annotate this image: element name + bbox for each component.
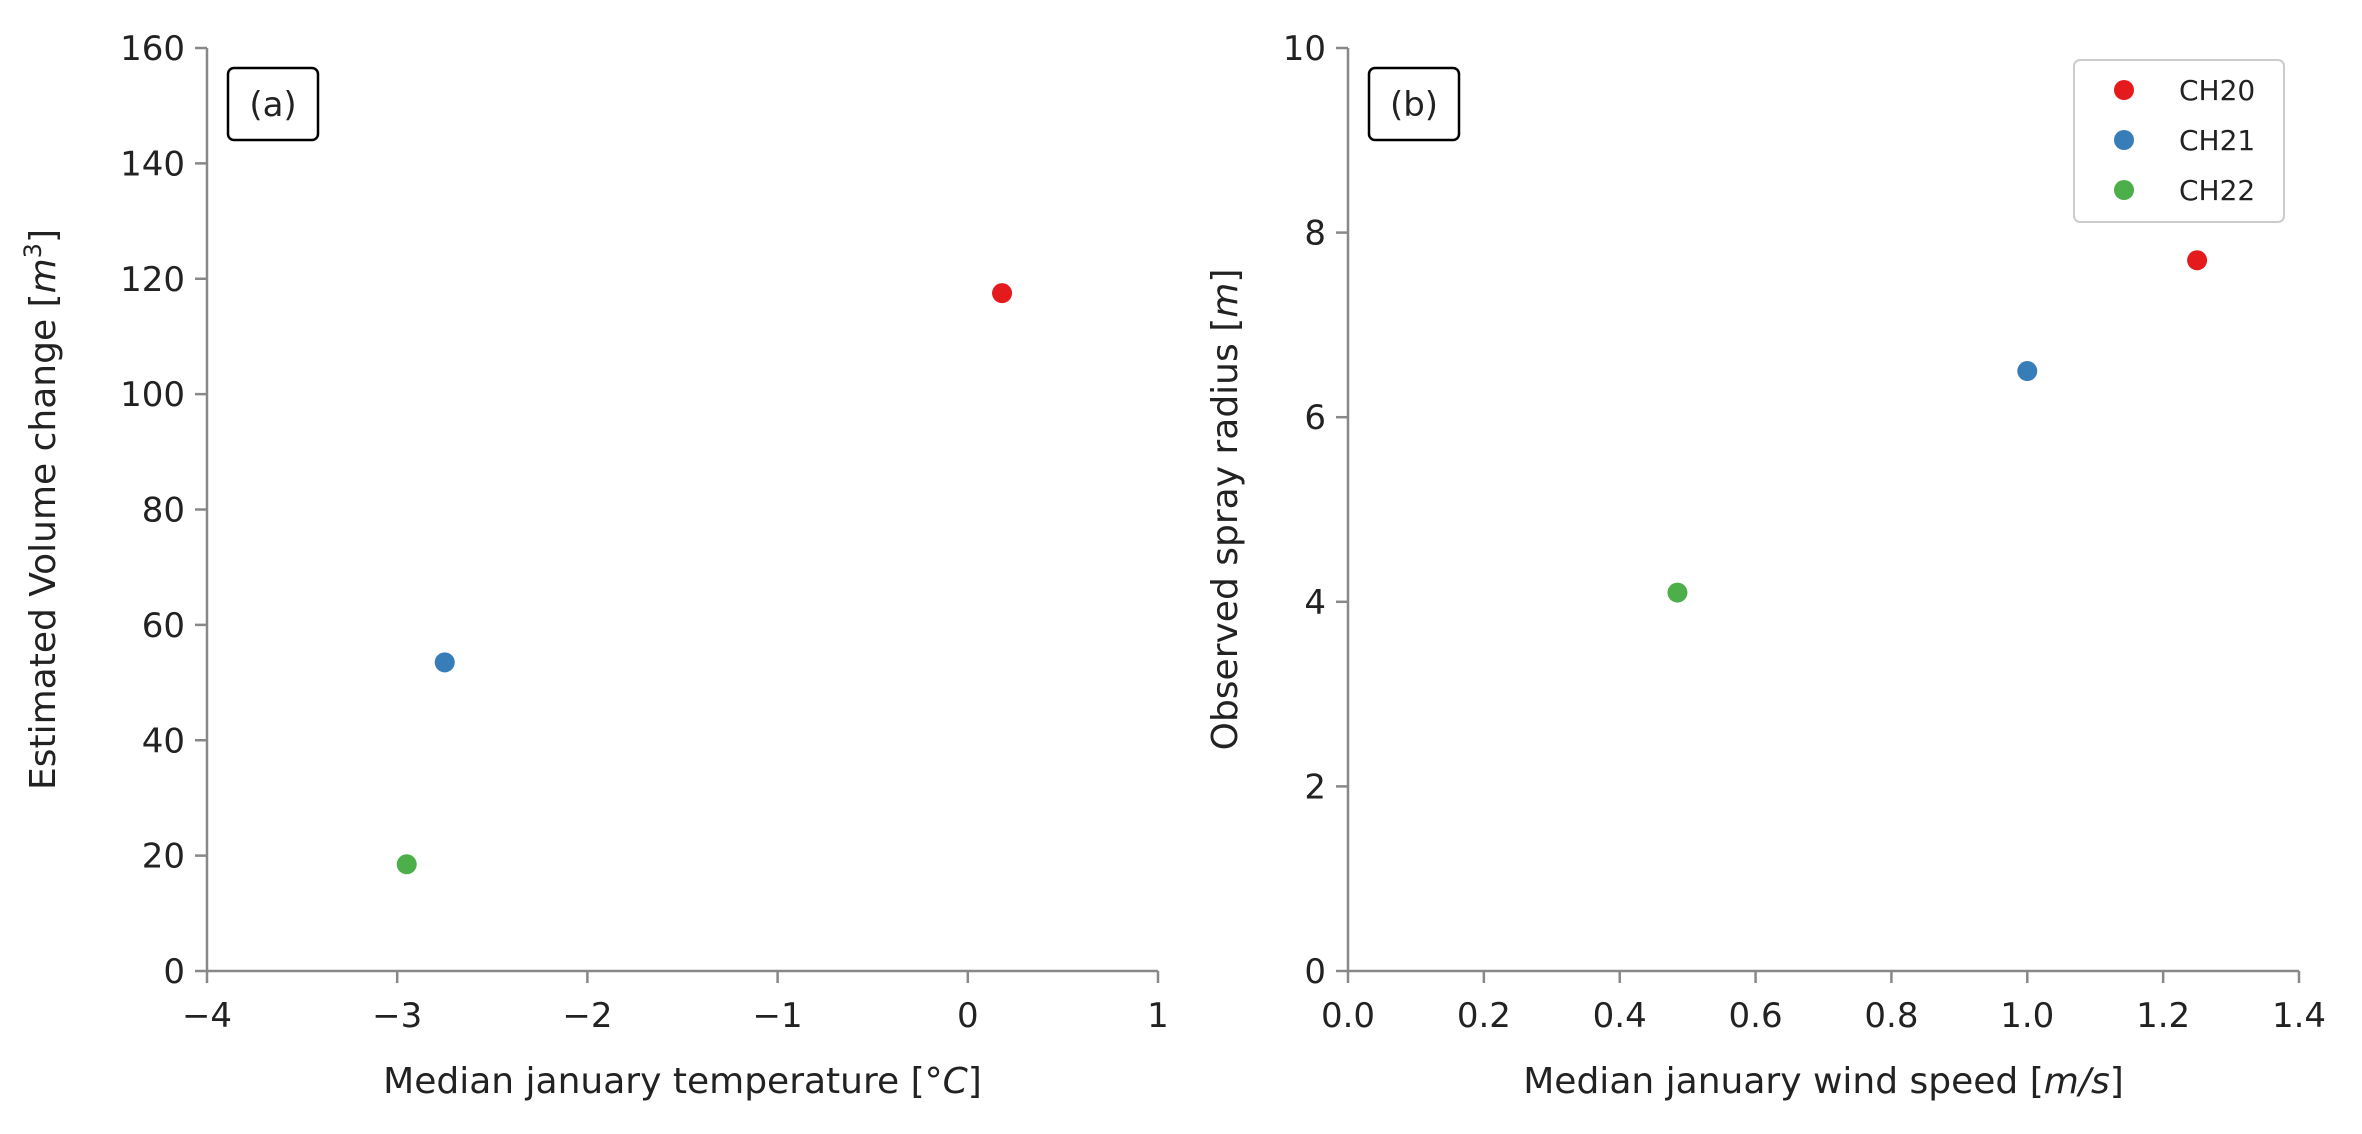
y-axis-title: Estimated Volume change [m3] — [19, 229, 64, 790]
y-tick-label: 0 — [163, 952, 185, 992]
data-point-ch21 — [434, 652, 455, 673]
x-tick-label: 1.0 — [2000, 996, 2054, 1036]
legend-marker — [2114, 180, 2134, 200]
y-tick-label: 20 — [142, 837, 185, 877]
y-tick-label: 160 — [120, 29, 185, 69]
panel-b-spray-radius-vs-wind-speed: 0.0 0.2 0.4 0.6 0.8 1.0 1.2 1.4 0 2 4 6 8 10 Median ja… — [1205, 29, 2326, 1102]
y-axis-title-part: Observed spray radius [ — [1205, 318, 1246, 751]
data-point-ch21 — [2017, 361, 2038, 382]
x-tick-label: 1.4 — [2272, 996, 2326, 1036]
y-axis-title-part: Estimated Volume change [ — [23, 293, 64, 790]
x-axis-title: Median january wind speed [m/s] — [1523, 1061, 2124, 1102]
x-tick-label: 1 — [1147, 996, 1169, 1036]
y-tick-label: 80 — [142, 491, 185, 531]
x-axis-title-part: Median january temperature [ — [383, 1061, 924, 1102]
y-tick-label: 2 — [1304, 767, 1326, 807]
data-point-ch20 — [2187, 250, 2208, 271]
x-axis-title-part: ° — [925, 1061, 943, 1102]
y-tick-label: 120 — [120, 260, 185, 300]
x-tick-label: −4 — [182, 996, 232, 1036]
x-axis-title-part: ] — [2110, 1061, 2124, 1102]
data-point-ch20 — [992, 283, 1013, 304]
data-point-ch22 — [396, 854, 417, 875]
y-tick-label: 0 — [1304, 952, 1326, 992]
y-axis-title-part: 3 — [19, 243, 47, 258]
legend-marker — [2114, 130, 2134, 150]
panel-label-box — [1367, 66, 1461, 142]
y-tick-label: 140 — [120, 144, 185, 184]
y-axis-title-part: m — [23, 258, 64, 293]
legend-label: CH20 — [2179, 74, 2255, 107]
y-tick-label: 100 — [120, 375, 185, 415]
x-tick-label: −1 — [753, 996, 803, 1036]
x-axis-title-part: m/s — [2044, 1061, 2110, 1102]
x-tick-label: −2 — [562, 996, 612, 1036]
y-tick-label: 6 — [1304, 398, 1326, 438]
y-axis-title-part: ] — [23, 229, 64, 243]
y-axis-title-part: m — [1205, 283, 1246, 318]
x-tick-label: 0.0 — [1321, 996, 1375, 1036]
x-axis-title: Median january temperature [°C] — [383, 1061, 982, 1102]
y-tick-label: 10 — [1283, 29, 1326, 69]
y-tick-label: 60 — [142, 606, 185, 646]
x-tick-label: 0 — [957, 996, 979, 1036]
x-tick-label: 0.4 — [1593, 996, 1647, 1036]
y-axis-title: Observed spray radius [m] — [1205, 269, 1246, 751]
y-tick-label: 4 — [1304, 583, 1326, 623]
y-tick-label: 40 — [142, 721, 185, 761]
x-tick-label: 0.6 — [1729, 996, 1783, 1036]
legend: CH20 CH21 CH22 — [2073, 59, 2285, 223]
x-axis-title-part: ] — [968, 1061, 982, 1102]
x-tick-label: −3 — [372, 996, 422, 1036]
y-axis-title-part: ] — [1205, 269, 1246, 283]
legend-label: CH21 — [2179, 124, 2255, 157]
x-tick-label: 0.8 — [1864, 996, 1918, 1036]
legend-marker — [2114, 80, 2134, 100]
legend-label: CH22 — [2179, 174, 2255, 207]
data-point-ch22 — [1667, 582, 1688, 603]
panel-label-box — [226, 66, 320, 142]
x-axis-title-part: Median january wind speed [ — [1523, 1061, 2044, 1102]
x-tick-label: 1.2 — [2136, 996, 2190, 1036]
panel-label: (b) — [1390, 85, 1438, 125]
panel-label: (a) — [249, 85, 296, 125]
y-tick-label: 8 — [1304, 214, 1326, 254]
x-axis-title-part: C — [943, 1061, 969, 1102]
x-tick-label: 0.2 — [1457, 996, 1511, 1036]
